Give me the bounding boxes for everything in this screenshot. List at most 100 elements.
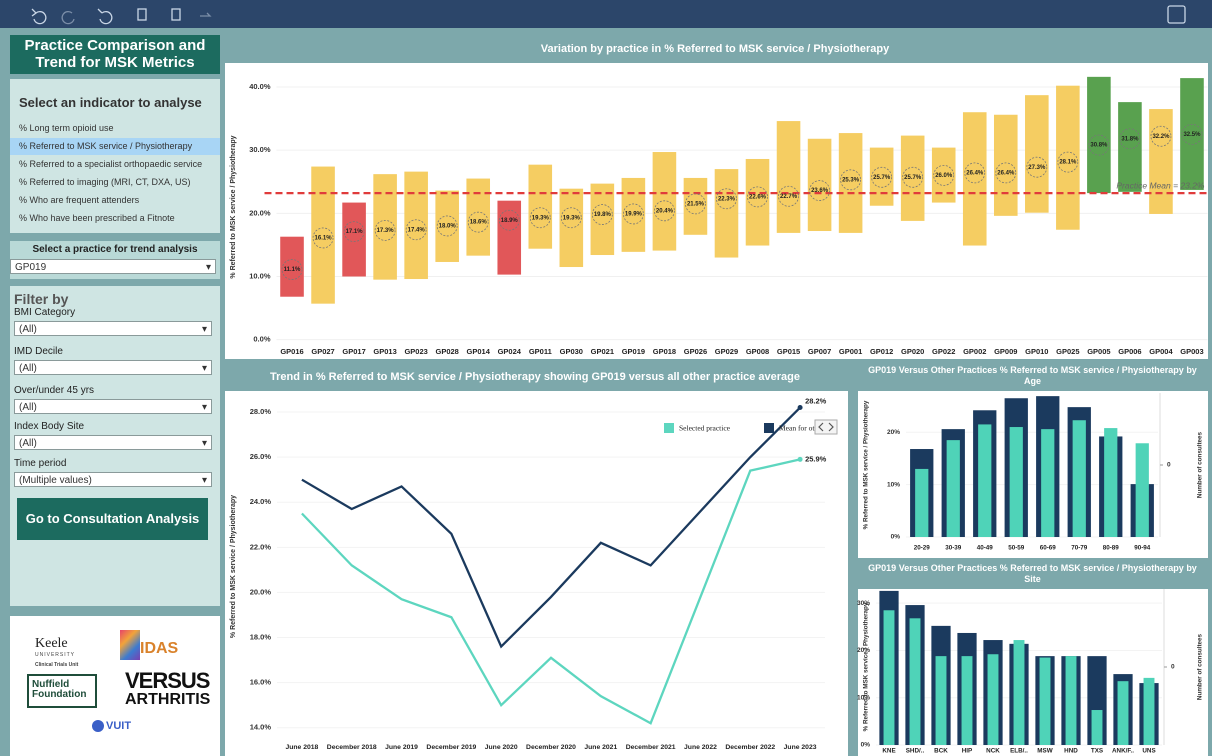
x-tick-label: GP001	[839, 347, 862, 356]
legend-scroll[interactable]	[814, 419, 838, 435]
value-label: 23.6%	[811, 188, 829, 194]
x-tick-label: June 2022	[684, 744, 717, 751]
x-tick-label: MSW	[1037, 748, 1052, 755]
x-tick-label: GP009	[994, 347, 1017, 356]
x-tick-label: 20-29	[914, 545, 931, 552]
x-tick-label: December 2021	[626, 744, 676, 751]
value-label: 25.3%	[842, 177, 860, 183]
x-tick-label: KNE	[882, 748, 895, 755]
indicator-option[interactable]: % Referred to a specialist orthopaedic s…	[19, 159, 203, 169]
indicator-option[interactable]: % Who have been prescribed a Fitnote	[19, 213, 175, 223]
logo-text: Nuffield	[32, 679, 70, 690]
mean-marker	[467, 211, 489, 233]
mean-marker	[778, 185, 799, 207]
x-tick-label: HND	[1064, 748, 1078, 755]
x-tick-label: GP004	[1149, 347, 1173, 356]
value-label: 32.5%	[1183, 132, 1201, 138]
vuit-icon	[92, 720, 104, 732]
mean-marker	[840, 169, 862, 191]
y-tick-label: 0%	[891, 534, 901, 541]
chart-title: GP019 Versus Other Practices % Referred …	[868, 563, 1197, 584]
more-icon[interactable]	[200, 12, 212, 17]
bar	[1065, 656, 1077, 745]
filter-label: Time period	[14, 458, 67, 469]
revert-icon[interactable]	[97, 8, 113, 25]
analysis-button[interactable]: Go to Consultation Analysis	[17, 498, 208, 540]
x-tick-label: December 2020	[526, 744, 576, 751]
practice-dropdown[interactable]: GP019	[10, 259, 216, 275]
x-tick-label: GP016	[280, 347, 303, 356]
y2-tick-label: 0	[1171, 664, 1175, 671]
y-axis-label: % Referred to MSK service / Physiotherap…	[230, 135, 237, 278]
series-line	[301, 458, 801, 725]
bar	[1117, 681, 1129, 745]
indicator-option[interactable]: % Who are frequent attenders	[19, 195, 140, 205]
y-tick-label: 20%	[887, 429, 900, 436]
bar	[1041, 429, 1055, 537]
logo-text: Foundation	[32, 689, 87, 700]
bar	[935, 656, 947, 745]
x-tick-label: 90-94	[1134, 545, 1151, 552]
pause-icon[interactable]	[171, 8, 181, 21]
mean-marker	[654, 200, 675, 222]
fullscreen-icon[interactable]	[1167, 5, 1186, 24]
bar	[1091, 710, 1103, 745]
indicator-option[interactable]: % Long term opioid use	[19, 123, 114, 133]
mean-marker	[995, 162, 1017, 184]
undo-icon[interactable]	[31, 8, 47, 25]
mean-marker	[747, 186, 768, 208]
x-tick-label: HIP	[962, 748, 973, 755]
range-bar	[652, 152, 677, 251]
range-bar	[931, 147, 956, 203]
x-tick-label: GP019	[622, 347, 645, 356]
bar	[1072, 420, 1086, 537]
legend-arrows[interactable]	[818, 422, 834, 432]
range-bar	[466, 178, 491, 256]
filter-dropdown[interactable]: (All)	[14, 321, 212, 337]
filter-dropdown[interactable]: (All)	[14, 360, 212, 376]
value-label: 18.0%	[439, 224, 457, 230]
value-label: 21.5%	[687, 201, 705, 207]
filter-dropdown[interactable]: (All)	[14, 435, 212, 451]
bar	[909, 618, 921, 745]
mean-marker	[809, 180, 830, 201]
filter-dropdown[interactable]: (All)	[14, 399, 212, 415]
range-bar	[621, 177, 646, 252]
mean-marker	[933, 165, 955, 186]
value-label: 19.3%	[563, 215, 581, 221]
refresh-icon[interactable]	[137, 8, 147, 21]
bar	[1013, 640, 1025, 745]
indicator-option[interactable]: % Referred to imaging (MRI, CT, DXA, US)	[19, 177, 191, 187]
x-tick-label: GP007	[808, 347, 831, 356]
bar	[1143, 677, 1155, 745]
filter-heading: Filter by	[14, 291, 69, 307]
practice-heading: Select a practice for trend analysis	[32, 244, 198, 255]
logo-text: Clinical Trials Unit	[35, 662, 79, 668]
mean-marker	[405, 219, 427, 241]
y-tick-label: 30.0%	[249, 145, 271, 154]
redo-icon[interactable]	[61, 10, 75, 25]
trend-panel	[225, 391, 848, 756]
x-tick-label: June 2018	[285, 744, 318, 751]
bar	[987, 654, 999, 745]
range-bar	[962, 112, 987, 246]
y-tick-label: 10%	[857, 694, 870, 701]
logo-text: ARTHRITIS	[125, 691, 211, 708]
y-tick-label: 14.0%	[250, 723, 272, 732]
x-tick-label: GP015	[777, 347, 800, 356]
y-tick-label: 28.0%	[250, 407, 272, 416]
value-label: 20.4%	[656, 208, 674, 214]
x-tick-label: ELB/..	[1010, 748, 1028, 755]
indicator-option[interactable]: % Referred to MSK service / Physiotherap…	[10, 138, 220, 155]
value-label: 16.1%	[315, 236, 333, 242]
filter-dropdown[interactable]: (Multiple values)	[14, 472, 212, 488]
bar	[1009, 427, 1023, 537]
value-label: 26.4%	[966, 170, 984, 176]
x-tick-label: UNS	[1142, 748, 1155, 755]
y-tick-label: 20.0%	[250, 587, 272, 596]
value-label: 11.1%	[284, 267, 301, 273]
value-label: 26.0%	[935, 173, 953, 179]
legend-label: Mean for oth	[779, 424, 818, 433]
mean-marker	[591, 204, 613, 225]
